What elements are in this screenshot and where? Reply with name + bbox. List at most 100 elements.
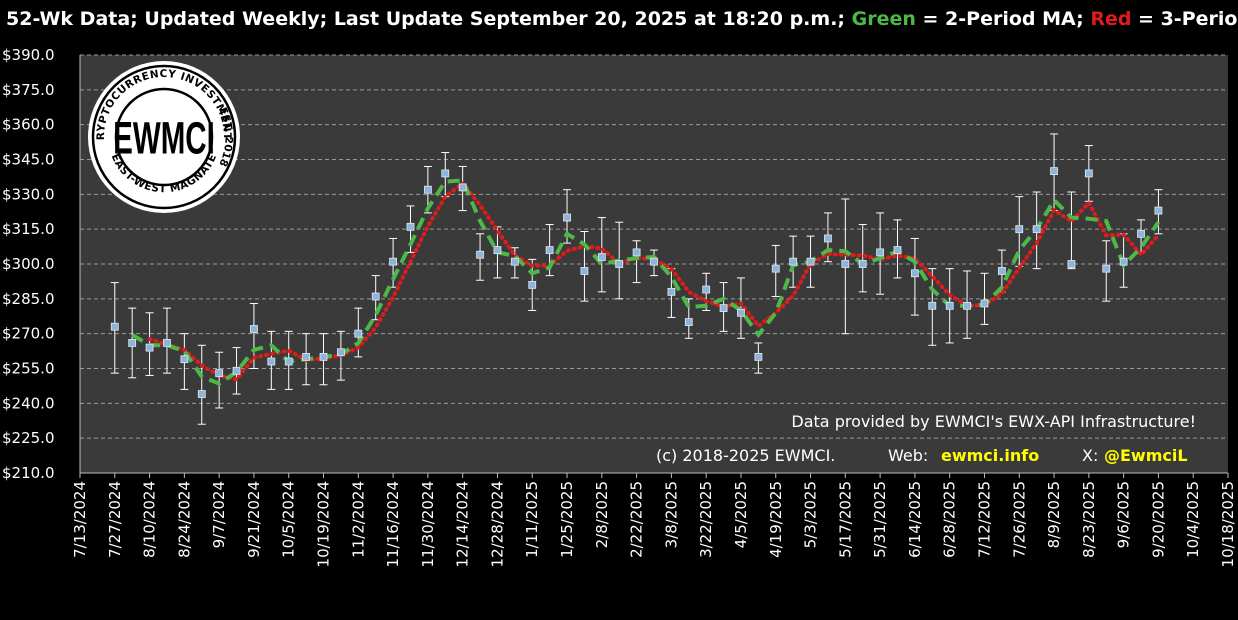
data-point [458, 183, 467, 192]
data-point [1119, 257, 1128, 266]
data-point [1032, 225, 1041, 234]
x-tick-label: 6/14/2025 [906, 481, 924, 558]
data-point [510, 257, 519, 266]
x-tick-label: 11/30/2024 [419, 481, 437, 567]
data-point [389, 257, 397, 266]
data-point [1015, 225, 1024, 234]
y-tick-label: $255.0 [2, 360, 55, 378]
chart-title: 52-Wk Data; Updated Weekly; Last Update … [6, 8, 1238, 30]
y-tick-label: $345.0 [2, 151, 55, 169]
data-point [302, 352, 311, 361]
data-point [563, 213, 571, 222]
data-point [406, 222, 415, 231]
y-tick-label: $360.0 [2, 116, 55, 134]
data-point [580, 267, 589, 275]
data-point [754, 352, 763, 361]
x-tick-label: 2/8/2025 [593, 481, 611, 548]
x-handle-link[interactable]: @EwmciL [1104, 446, 1188, 465]
data-point [371, 292, 380, 301]
x-tick-label: 11/16/2024 [384, 481, 402, 567]
data-point [702, 285, 711, 294]
data-point [1067, 260, 1076, 268]
x-tick-label: 9/20/2025 [1149, 481, 1167, 558]
y-tick-label: $390.0 [2, 46, 55, 64]
x-tick-label: 4/5/2025 [732, 481, 750, 548]
x-tick-label: 9/6/2025 [1115, 481, 1133, 548]
x-tick-label: 1/11/2025 [523, 481, 541, 558]
data-point [441, 169, 450, 178]
data-point [145, 343, 154, 352]
x-tick-label: 3/8/2025 [662, 481, 680, 548]
copyright-note: (c) 2018-2025 EWMCI. [656, 446, 835, 465]
x-tick-label: 10/4/2025 [1184, 481, 1202, 558]
data-point [858, 260, 867, 268]
data-point [319, 352, 328, 361]
data-point [737, 308, 745, 317]
data-point [806, 257, 815, 266]
data-point [528, 280, 537, 289]
x-tick-label: 5/17/2025 [836, 481, 854, 558]
logo-main-text: EWMCI [113, 114, 215, 164]
data-point [597, 253, 606, 261]
x-tick-label: 10/18/2025 [1219, 481, 1237, 567]
data-point [789, 257, 798, 266]
y-tick-label: $300.0 [2, 255, 55, 273]
x-tick-label: 7/27/2024 [106, 481, 124, 558]
x-tick-label: 2/22/2025 [628, 481, 646, 558]
x-tick-label: 10/19/2024 [315, 481, 333, 567]
y-tick-label: $270.0 [2, 325, 55, 343]
x-tick-label: 8/10/2024 [141, 481, 159, 558]
data-point [1154, 206, 1163, 215]
x-tick-label: 7/26/2025 [1010, 481, 1028, 558]
data-point [719, 304, 728, 313]
x-axis: 7/13/2024 7/27/2024 8/10/2024 8/24/2024 9/7/… [71, 473, 1237, 567]
data-point [476, 250, 484, 259]
data-point [232, 366, 241, 375]
web-link[interactable]: ewmci.info [941, 446, 1039, 465]
data-point [163, 339, 171, 347]
x-label: X: [1082, 446, 1098, 465]
data-point [997, 267, 1006, 275]
x-tick-label: 9/21/2024 [245, 481, 263, 558]
x-tick-label: 6/28/2025 [941, 481, 959, 558]
data-point [615, 260, 624, 268]
x-tick-label: 7/12/2025 [975, 481, 993, 558]
web-label: Web: [888, 446, 928, 465]
x-tick-label: 12/14/2024 [454, 481, 472, 567]
data-point [980, 299, 989, 308]
x-tick-label: 8/23/2025 [1080, 481, 1098, 558]
y-tick-label: $375.0 [2, 81, 55, 99]
x-tick-label: 5/3/2025 [802, 481, 820, 548]
data-point [893, 246, 902, 254]
data-point [110, 322, 119, 331]
data-point [824, 234, 832, 243]
provider-note: Data provided by EWMCI's EWX-API Infrast… [791, 412, 1196, 431]
data-point [267, 357, 276, 366]
data-point [180, 355, 189, 364]
data-point [771, 264, 780, 273]
x-tick-label: 8/24/2024 [175, 481, 193, 558]
data-point [841, 260, 850, 268]
x-tick-label: 5/31/2025 [871, 481, 889, 558]
series-weekly-markers [110, 167, 1163, 398]
data-point [963, 301, 971, 310]
data-point [423, 185, 432, 194]
data-point [928, 301, 937, 310]
x-tick-label: 7/13/2024 [71, 481, 89, 558]
y-tick-label: $330.0 [2, 185, 55, 203]
data-point [354, 329, 363, 338]
data-point [284, 357, 293, 366]
x-tick-label: 9/7/2024 [210, 481, 228, 548]
data-point [911, 269, 919, 278]
data-point [876, 248, 885, 257]
data-point [1084, 169, 1093, 178]
x-tick-label: 1/25/2025 [558, 481, 576, 558]
data-point [128, 339, 137, 347]
data-point [337, 348, 345, 357]
data-point [545, 246, 554, 254]
x-tick-label: 3/22/2025 [697, 481, 715, 558]
data-point [1102, 264, 1111, 273]
data-point [1050, 167, 1058, 176]
